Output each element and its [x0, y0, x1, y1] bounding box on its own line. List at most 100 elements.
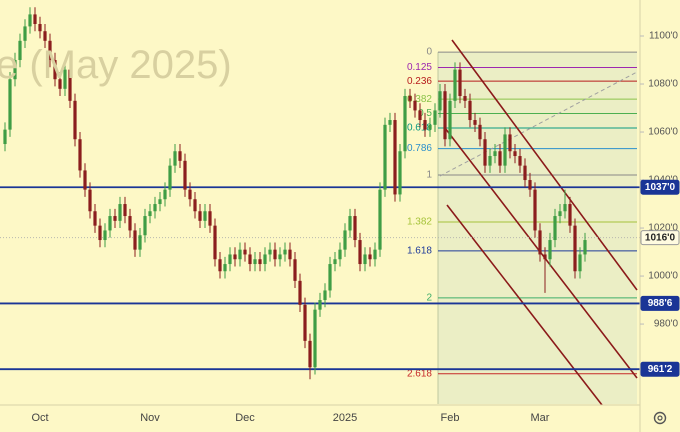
candle-body: [278, 254, 282, 260]
price-label-box: [640, 295, 680, 311]
fib-label: 0.618: [407, 123, 432, 134]
candle-body: [48, 40, 52, 61]
candle-body: [558, 211, 562, 217]
x-tick-label: Oct: [31, 412, 48, 424]
channel-line: [446, 204, 603, 406]
candle-body: [318, 300, 322, 310]
x-tick-label: Nov: [140, 412, 160, 424]
candle-body: [333, 259, 337, 265]
axis-labels: 960'0980'01000'01020'01040'01060'01080'0…: [31, 31, 680, 424]
candle-body: [193, 199, 197, 212]
candle-body: [408, 96, 412, 101]
candle-body: [503, 134, 507, 166]
candle-body: [128, 216, 132, 231]
candle-body: [358, 240, 362, 265]
candle-body: [83, 170, 87, 190]
settings-icon[interactable]: [653, 411, 667, 425]
candle-body: [203, 211, 207, 221]
candle-body: [538, 230, 542, 255]
candle-body: [178, 151, 182, 161]
candle-body: [348, 216, 352, 231]
candle-body: [323, 290, 327, 301]
gear-outer[interactable]: [653, 411, 667, 425]
candle-body: [63, 69, 67, 89]
candle-body: [133, 230, 137, 250]
candle-body: [138, 235, 142, 250]
candle-body: [303, 304, 307, 341]
candle-body: [563, 204, 567, 212]
candle-body: [553, 216, 557, 241]
candle-body: [173, 151, 177, 166]
candle-body: [168, 165, 172, 190]
candle-body: [208, 211, 212, 226]
candle-body: [353, 216, 357, 241]
candle-body: [483, 139, 487, 166]
watermark: e (May 2025): [0, 43, 232, 87]
candle-body: [88, 189, 92, 212]
candle-body: [403, 96, 407, 152]
candle-body: [308, 340, 312, 368]
y-tick-label: 1060'0: [648, 127, 678, 138]
candle-body: [253, 259, 257, 265]
y-tick-label: 1000'0: [648, 271, 678, 282]
x-tick-label: Mar: [531, 412, 550, 424]
candle-body: [383, 124, 387, 190]
candle-body: [58, 79, 62, 89]
candle-body: [463, 96, 467, 101]
price-label-box: [640, 230, 680, 246]
candles: [3, 7, 587, 380]
candle-body: [498, 151, 502, 166]
fib-label: 2.618: [407, 368, 432, 379]
candle-body: [163, 189, 167, 200]
fib-label: 0.236: [407, 76, 432, 87]
fib-label: 0.786: [407, 143, 432, 154]
candle-body: [3, 129, 7, 145]
price-label: 961'2: [648, 364, 673, 375]
channel-line: [451, 39, 638, 291]
candle-body: [268, 249, 272, 255]
gear-inner[interactable]: [657, 415, 663, 421]
candle-body: [238, 249, 242, 260]
candle-body: [153, 204, 157, 212]
y-tick-label: 1020'0: [648, 223, 678, 234]
price-label-box: [640, 179, 680, 195]
candle-body: [393, 120, 397, 195]
price-label: 1037'0: [645, 182, 676, 193]
y-tick-label: 1100'0: [649, 31, 678, 42]
candle-body: [213, 225, 217, 260]
fib-label: 2: [426, 293, 432, 304]
candle-body: [78, 139, 82, 171]
candle-body: [198, 211, 202, 221]
candle-body: [218, 259, 222, 272]
candle-body: [423, 120, 427, 130]
candle-body: [528, 180, 532, 190]
candle-body: [458, 69, 462, 97]
candle-body: [573, 225, 577, 272]
candle-body: [228, 254, 232, 265]
price-label: 1016'0: [645, 232, 676, 243]
candle-body: [543, 254, 547, 260]
candle-body: [518, 156, 522, 166]
candle-body: [103, 230, 107, 241]
candle-body: [8, 79, 12, 130]
candle-body: [183, 160, 187, 190]
candle-body: [188, 189, 192, 200]
candle-body: [233, 254, 237, 260]
candle-body: [388, 120, 392, 125]
candle-body: [343, 230, 347, 250]
candle-body: [428, 124, 432, 130]
y-tick-label: 1080'0: [648, 79, 678, 90]
candle-body: [18, 40, 22, 61]
fib-label: 0.382: [407, 94, 432, 105]
fib-zone: [438, 52, 637, 404]
candle-body: [13, 60, 17, 80]
fib-label: 0.125: [407, 62, 432, 73]
candle-body: [548, 240, 552, 260]
candle-body: [118, 204, 122, 221]
candle-body: [258, 259, 262, 265]
candle-body: [493, 151, 497, 157]
candle-body: [33, 14, 37, 25]
candle-body: [38, 24, 42, 32]
candle-body: [578, 254, 582, 272]
